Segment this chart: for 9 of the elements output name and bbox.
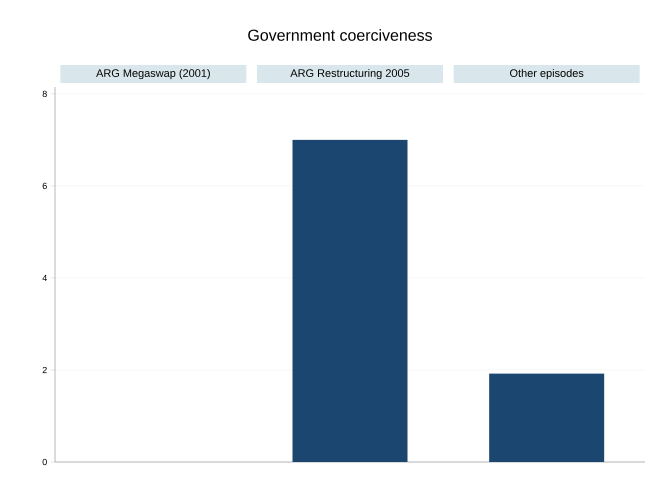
x-tick-label: ARG Restructuring 2005: [290, 68, 410, 80]
y-tick-label: 8: [42, 90, 47, 98]
y-tick-label: 4: [42, 274, 47, 282]
chart-title: Government coerciveness: [248, 29, 432, 41]
y-tick-label: 6: [42, 182, 47, 190]
y-tick-label: 0: [42, 458, 47, 466]
y-tick-label: 2: [42, 366, 47, 374]
x-tick-label: ARG Megaswap (2001): [96, 68, 210, 80]
x-tick-label: Other episodes: [510, 68, 584, 80]
